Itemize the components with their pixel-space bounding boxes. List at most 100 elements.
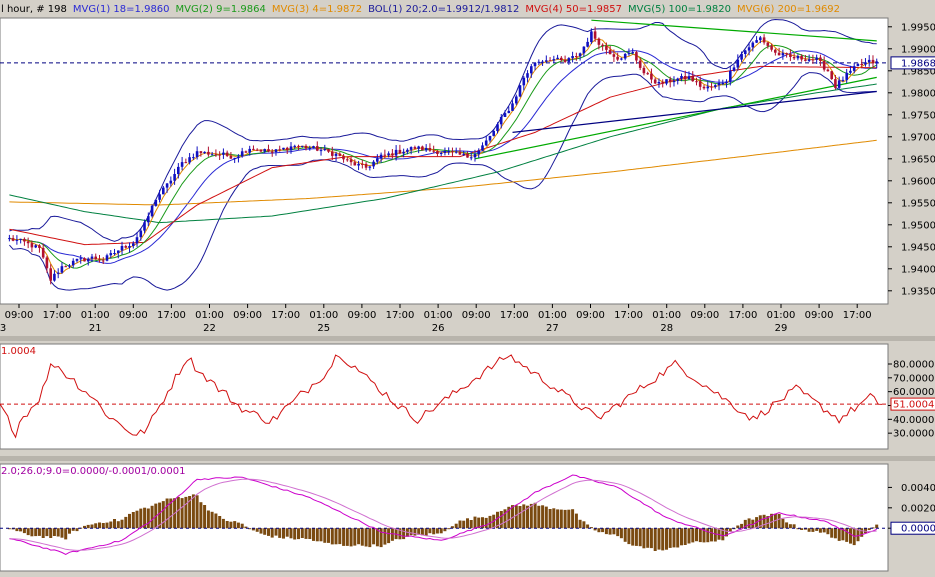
candle-up <box>477 150 480 155</box>
macd-histogram-bar <box>270 528 274 538</box>
candle-down <box>789 54 792 57</box>
macd-histogram-bar <box>342 528 346 546</box>
macd-histogram-bar <box>353 528 357 546</box>
candle-up <box>143 222 146 231</box>
candle-up <box>837 80 841 88</box>
y-tick-label: 30.0000 <box>893 429 934 440</box>
candle-up <box>807 59 811 61</box>
macd-histogram-bar <box>390 528 394 541</box>
macd-histogram-bar <box>165 498 169 529</box>
candle-down <box>225 152 229 156</box>
macd-histogram-bar <box>387 528 391 544</box>
candle-down <box>244 151 248 153</box>
candle-up <box>109 253 113 256</box>
mvg-4-line <box>9 38 877 275</box>
macd-histogram-bar <box>379 528 383 548</box>
candle-down <box>575 56 578 57</box>
macd-histogram-bar <box>417 528 421 535</box>
macd-histogram-bar <box>146 508 150 529</box>
candle-up <box>759 37 762 41</box>
macd-histogram-bar <box>188 496 192 529</box>
candle-down <box>64 266 67 268</box>
macd-histogram-bar <box>139 508 143 529</box>
candle-up <box>192 157 195 159</box>
macd-histogram-bar <box>360 528 364 546</box>
macd-histogram-bar <box>131 512 135 529</box>
y-tick-label: 1.9900 <box>901 44 935 55</box>
candle-down <box>338 153 342 156</box>
macd-histogram-bar <box>19 528 23 532</box>
macd-histogram-bar <box>691 528 695 543</box>
macd-histogram-bar <box>680 528 683 546</box>
candle-down <box>860 64 863 65</box>
x-tick-label: 09:00 <box>805 310 834 321</box>
x-tick-label: 09:00 <box>119 310 148 321</box>
candle-down <box>830 71 833 80</box>
candle-up <box>368 166 372 168</box>
candle-down <box>285 147 289 151</box>
candle-up <box>147 216 150 223</box>
candle-up <box>409 147 413 150</box>
macd-histogram-bar <box>120 519 124 529</box>
candle-down <box>327 149 330 152</box>
trend-line-green <box>591 19 877 42</box>
y-tick-label: 60.0000 <box>893 387 934 398</box>
candle-up <box>623 54 627 59</box>
macd-histogram-bar <box>398 528 402 540</box>
candle-down <box>777 52 781 56</box>
macd-histogram-bar <box>785 522 789 529</box>
macd-histogram-bar <box>364 528 368 547</box>
candle-up <box>177 166 180 174</box>
candle-up <box>841 79 845 81</box>
candle-up <box>729 70 732 82</box>
candle-up <box>631 52 634 54</box>
panel-splitter[interactable] <box>0 456 935 461</box>
macd-histogram-bar <box>766 516 770 529</box>
macd-histogram-bar <box>34 528 38 537</box>
macd-plot: 2.0;26.0;9.0=0.0000/-0.0001/0.0001 <box>0 466 888 555</box>
macd-histogram-bar <box>683 528 687 545</box>
macd-histogram-bar <box>409 528 413 536</box>
y-tick-label: 1.9400 <box>901 264 935 275</box>
macd-histogram-bar <box>169 498 173 529</box>
rsi-line <box>0 354 883 439</box>
candle-up <box>747 47 751 51</box>
macd-histogram-bar <box>203 505 207 529</box>
macd-histogram-bar <box>803 528 807 530</box>
macd-histogram-bar <box>833 528 837 539</box>
candle-up <box>571 56 574 59</box>
macd-histogram-bar <box>713 528 717 542</box>
candle-up <box>263 149 266 152</box>
macd-histogram-bar <box>116 521 120 529</box>
candle-up <box>188 157 191 163</box>
y-tick-label: 1.9800 <box>901 88 935 99</box>
macd-histogram-bar <box>368 528 372 548</box>
candle-up <box>53 273 56 281</box>
macd-histogram-bar <box>567 509 571 529</box>
y-tick-label: 40.0000 <box>893 415 934 426</box>
current-price-box <box>890 56 935 70</box>
candle-up <box>308 148 312 149</box>
macd-histogram-bar <box>856 528 860 542</box>
candle-up <box>744 50 747 54</box>
macd-histogram-bar <box>210 511 214 529</box>
y-tick-label: 0.0040 <box>901 483 935 494</box>
candle-down <box>563 60 567 62</box>
candle-down <box>349 159 353 163</box>
macd-histogram-bar <box>323 528 327 543</box>
macd-histogram-bar <box>26 528 30 536</box>
candle-up <box>511 103 514 111</box>
candle-up <box>394 149 398 156</box>
macd-histogram-bar <box>608 528 612 535</box>
candle-down <box>41 247 45 258</box>
time-x-axis: 09:00 17:00 01:00 09:00 17:00 01:00 09:00 17:00… <box>0 304 872 334</box>
macd-histogram-bar <box>338 528 342 545</box>
macd-histogram-bar <box>83 525 86 529</box>
macd-histogram-bar <box>143 507 147 529</box>
candle-up <box>128 246 131 248</box>
macd-histogram-bar <box>578 519 582 529</box>
x-tick-label: 17:00 <box>271 310 300 321</box>
panel-splitter[interactable] <box>0 336 935 341</box>
x-date-label: 3 <box>0 323 6 334</box>
candle-up <box>721 83 725 84</box>
